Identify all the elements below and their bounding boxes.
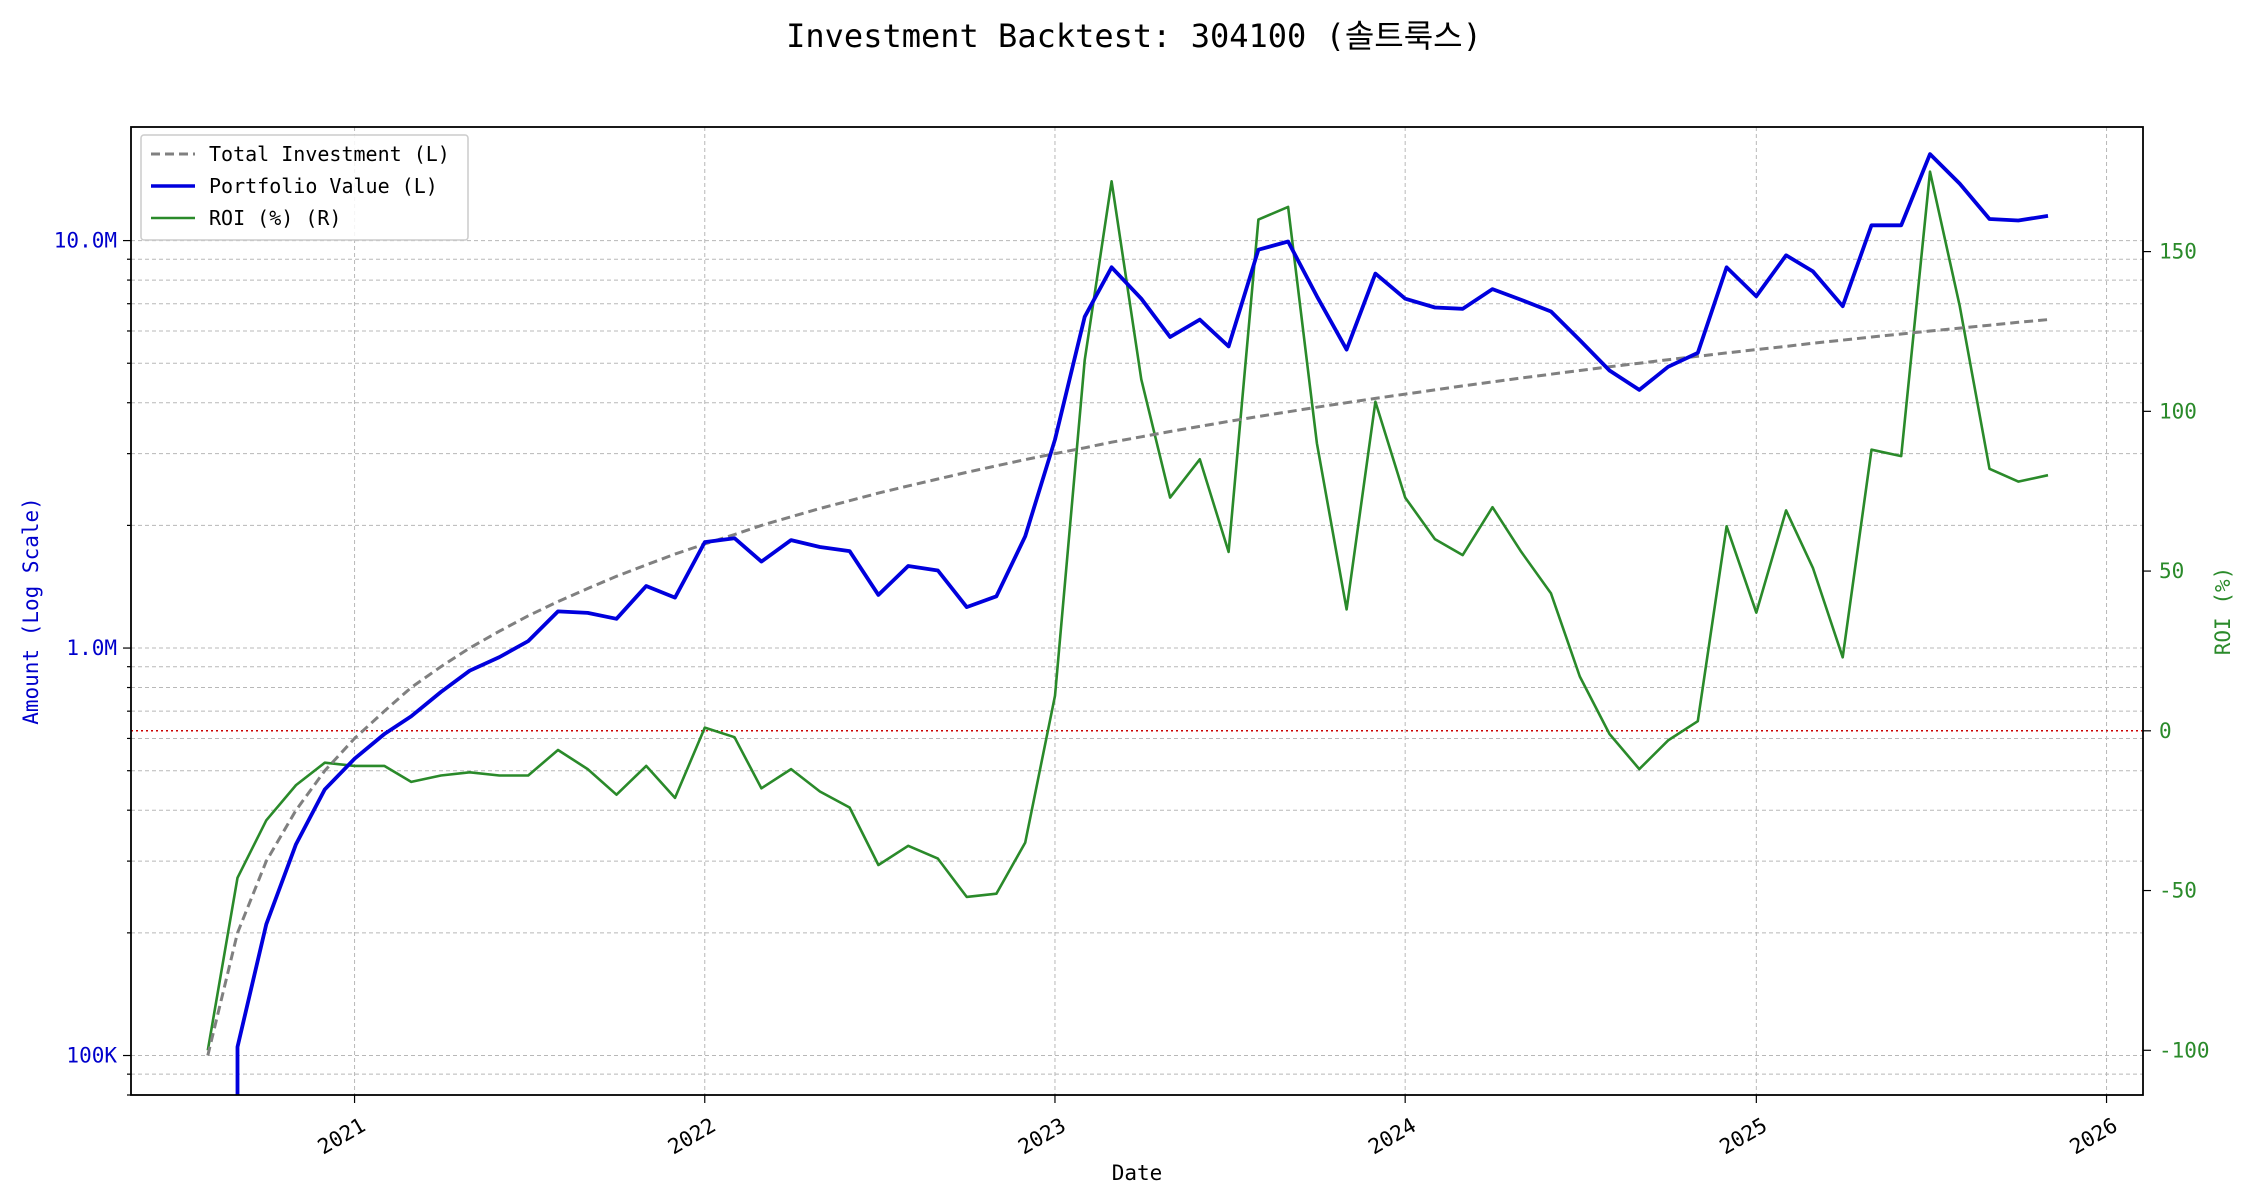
y-right-tick-label: 100: [2159, 399, 2197, 423]
x-tick-label-2022: 2022: [664, 1113, 720, 1159]
y-left-tick-label: 100K: [66, 1044, 117, 1068]
x-tick-label-2021: 2021: [314, 1113, 370, 1159]
y-right-axis-label: ROI (%): [2211, 567, 2235, 656]
legend-box: [140, 134, 469, 241]
x-tick-label-2024: 2024: [1364, 1113, 1420, 1159]
y-left-axis-label: Amount (Log Scale): [19, 497, 43, 725]
legend-label-portfolio-value: Portfolio Value (L): [209, 174, 438, 198]
legend-label-total-investment: Total Investment (L): [209, 142, 450, 166]
y-right-tick-label: 150: [2159, 240, 2197, 264]
y-left-tick-label: 10.0M: [54, 229, 117, 253]
series-total-investment: [206, 318, 2049, 1056]
plot-frame: [130, 126, 2144, 1096]
series-layer: [206, 152, 2049, 1095]
legend: Total Investment (L) Portfolio Value (L)…: [140, 134, 469, 241]
y-right-tick-label: 0: [2159, 719, 2172, 743]
series-portfolio-value: [235, 152, 2049, 1095]
y-right-tick-label: -50: [2159, 879, 2197, 903]
x-tick-label-2026: 2026: [2066, 1113, 2122, 1159]
x-axis-label: Date: [1112, 1161, 1163, 1185]
grid-layer: [131, 127, 2143, 1096]
legend-label-roi: ROI (%) (R): [209, 206, 341, 230]
y-left-tick-label: 1.0M: [66, 636, 117, 660]
y-right-tick-label: 50: [2159, 559, 2184, 583]
ticks-layer: 2021 2022 2023 2024 2025 2026 100K 1.0M 10.0M -10…: [54, 229, 2210, 1160]
x-tick-label-2023: 2023: [1014, 1113, 1070, 1159]
chart-title: Investment Backtest: 304100 (솔트룩스): [786, 17, 1482, 55]
y-right-tick-label: -100: [2159, 1038, 2210, 1062]
x-tick-label-2025: 2025: [1715, 1113, 1771, 1159]
